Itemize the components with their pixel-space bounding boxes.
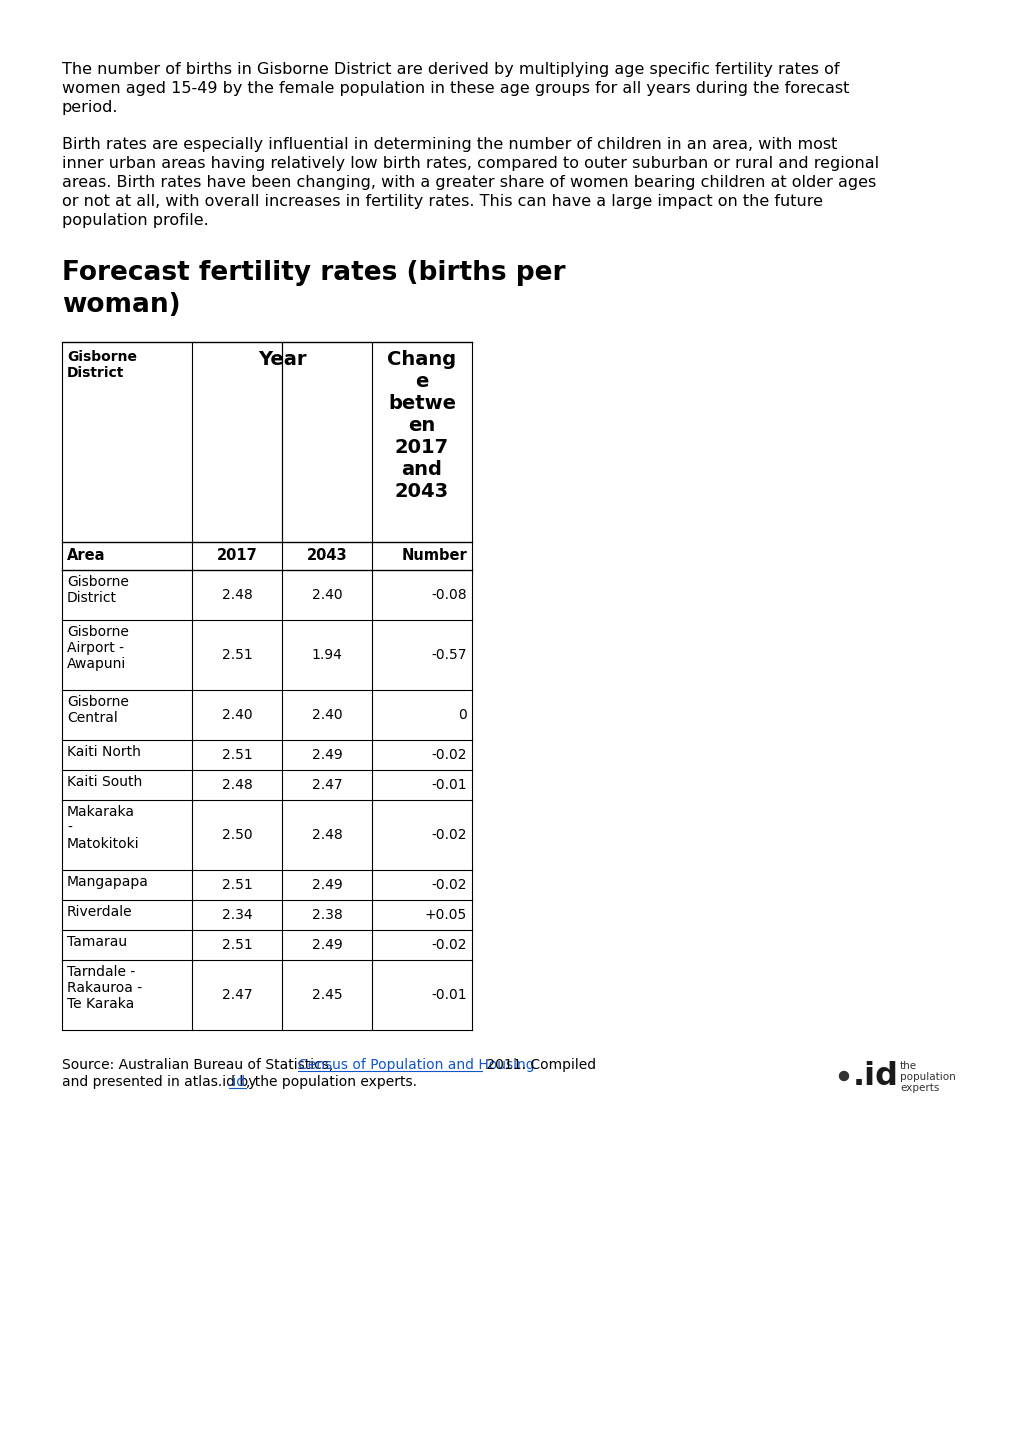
Text: the: the	[899, 1061, 916, 1071]
Text: -0.57: -0.57	[431, 647, 467, 662]
Text: Makaraka
-
Matokitoki: Makaraka - Matokitoki	[67, 805, 140, 851]
Text: experts: experts	[899, 1083, 938, 1093]
Text: -0.02: -0.02	[431, 878, 467, 893]
Text: Gisborne
Airport -
Awapuni: Gisborne Airport - Awapuni	[67, 624, 128, 672]
Text: 2.40: 2.40	[312, 708, 342, 722]
Text: areas. Birth rates have been changing, with a greater share of women bearing chi: areas. Birth rates have been changing, w…	[62, 174, 875, 190]
Text: Year: Year	[258, 350, 306, 369]
Text: Chang
e
betwe
en
2017
and
2043: Chang e betwe en 2017 and 2043	[387, 350, 457, 500]
Text: Census of Population and Housing: Census of Population and Housing	[298, 1058, 534, 1071]
Text: Gisborne
District: Gisborne District	[67, 575, 128, 606]
Text: Kaiti South: Kaiti South	[67, 774, 142, 789]
Text: -0.01: -0.01	[431, 988, 467, 1002]
Text: Mangapapa: Mangapapa	[67, 875, 149, 890]
Text: period.: period.	[62, 99, 118, 115]
Text: Forecast fertility rates (births per: Forecast fertility rates (births per	[62, 260, 565, 286]
Text: Birth rates are especially influential in determining the number of children in : Birth rates are especially influential i…	[62, 137, 837, 151]
Text: 2.49: 2.49	[312, 748, 342, 761]
Text: 2017: 2017	[216, 548, 257, 562]
Text: Number: Number	[400, 548, 467, 562]
Text: The number of births in Gisborne District are derived by multiplying age specifi: The number of births in Gisborne Distric…	[62, 62, 839, 76]
Text: 2.47: 2.47	[312, 779, 342, 792]
Text: Kaiti North: Kaiti North	[67, 746, 141, 758]
Text: Gisborne
District: Gisborne District	[67, 350, 137, 381]
Text: and presented in atlas.id by: and presented in atlas.id by	[62, 1074, 261, 1089]
Text: -0.02: -0.02	[431, 937, 467, 952]
Circle shape	[839, 1071, 848, 1080]
Text: 2.34: 2.34	[221, 908, 252, 921]
Text: 0: 0	[458, 708, 467, 722]
Text: 2.51: 2.51	[221, 748, 252, 761]
Text: 2.47: 2.47	[221, 988, 252, 1002]
Text: Gisborne
Central: Gisborne Central	[67, 695, 128, 725]
Text: 2.48: 2.48	[221, 779, 252, 792]
Text: -0.01: -0.01	[431, 779, 467, 792]
Text: 2011. Compiled: 2011. Compiled	[481, 1058, 595, 1071]
Text: 2.50: 2.50	[221, 828, 252, 842]
Text: Tarndale -
Rakauroa -
Te Karaka: Tarndale - Rakauroa - Te Karaka	[67, 965, 142, 1011]
Text: 2.51: 2.51	[221, 878, 252, 893]
Text: Source: Australian Bureau of Statistics,: Source: Australian Bureau of Statistics,	[62, 1058, 337, 1071]
Text: .id: .id	[852, 1061, 898, 1092]
Text: 2.49: 2.49	[312, 878, 342, 893]
Text: 2.45: 2.45	[312, 988, 342, 1002]
Text: Tamarau: Tamarau	[67, 934, 127, 949]
Text: Area: Area	[67, 548, 105, 562]
Text: women aged 15-49 by the female population in these age groups for all years duri: women aged 15-49 by the female populatio…	[62, 81, 849, 97]
Text: +0.05: +0.05	[424, 908, 467, 921]
Text: 2.51: 2.51	[221, 647, 252, 662]
Text: 2.40: 2.40	[221, 708, 252, 722]
Text: woman): woman)	[62, 291, 180, 319]
Text: 2.38: 2.38	[312, 908, 342, 921]
Text: -0.08: -0.08	[431, 588, 467, 601]
Text: population profile.: population profile.	[62, 213, 209, 228]
Text: .id: .id	[228, 1074, 246, 1089]
Text: -0.02: -0.02	[431, 748, 467, 761]
Text: 1.94: 1.94	[311, 647, 342, 662]
Text: 2.51: 2.51	[221, 937, 252, 952]
Text: 2.48: 2.48	[221, 588, 252, 601]
Text: , the population experts.: , the population experts.	[246, 1074, 417, 1089]
Text: 2.48: 2.48	[312, 828, 342, 842]
Text: inner urban areas having relatively low birth rates, compared to outer suburban : inner urban areas having relatively low …	[62, 156, 878, 172]
Text: 2.40: 2.40	[312, 588, 342, 601]
Text: -0.02: -0.02	[431, 828, 467, 842]
Text: Riverdale: Riverdale	[67, 906, 132, 919]
Text: or not at all, with overall increases in fertility rates. This can have a large : or not at all, with overall increases in…	[62, 195, 822, 209]
Text: 2.49: 2.49	[312, 937, 342, 952]
Text: 2043: 2043	[307, 548, 347, 562]
Text: population: population	[899, 1071, 955, 1082]
